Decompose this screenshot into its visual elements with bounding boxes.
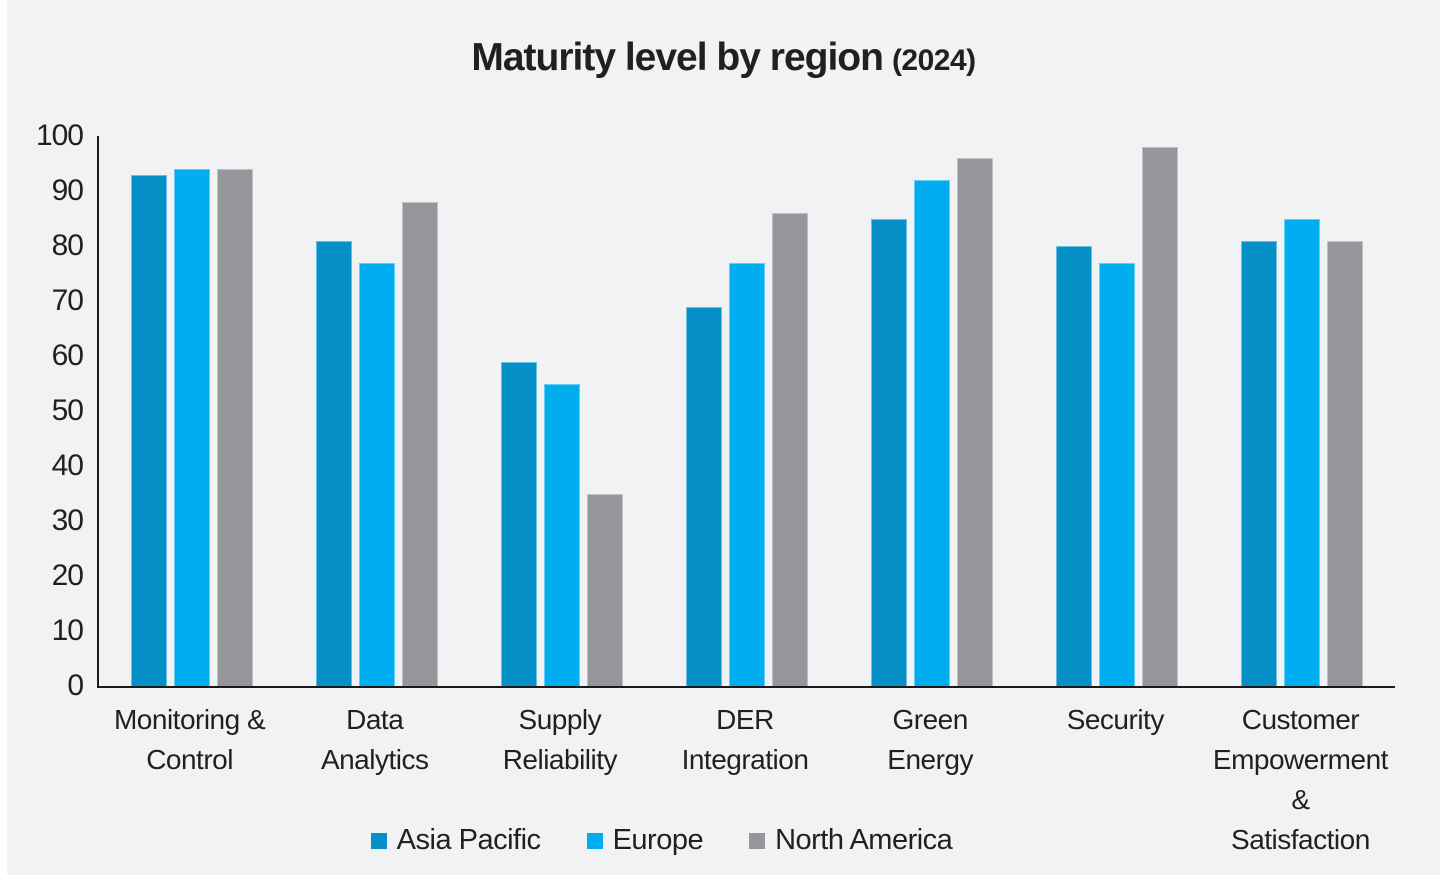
- legend: Asia Pacific Europe North America: [0, 824, 1378, 857]
- bar-north-america: [216, 169, 253, 686]
- y-tick-label: 30: [51, 504, 84, 537]
- legend-label-asia-pacific: Asia Pacific: [396, 824, 541, 856]
- bar-asia-pacific: [500, 361, 537, 686]
- bar-asia-pacific: [315, 240, 352, 686]
- y-tick-label: 10: [51, 614, 84, 647]
- y-tick-label: 90: [51, 174, 84, 207]
- chart-title-main: Maturity level by region: [471, 36, 884, 79]
- bar-group: [469, 136, 654, 686]
- bar-europe: [1284, 218, 1321, 686]
- x-category-label: Customer Empowerment & Satisfaction: [1212, 704, 1389, 855]
- chart-panel: Maturity level by region (2024) 0 10 20 30 40…: [7, 0, 1440, 875]
- bar-group: [99, 136, 284, 686]
- bar-asia-pacific: [871, 218, 908, 686]
- bar-group: [1025, 136, 1210, 686]
- y-tick-label: 60: [51, 339, 84, 372]
- legend-label-europe: Europe: [612, 824, 704, 856]
- y-axis-labels: 0 10 20 30 40 50 60 70 80 90 100: [17, 120, 84, 702]
- bar-groups: [99, 136, 1395, 686]
- y-tick-label: 50: [51, 394, 84, 427]
- bar-europe: [358, 262, 395, 686]
- bar-north-america: [771, 213, 808, 686]
- legend-item-europe: Europe: [586, 824, 704, 857]
- bar-group: [840, 136, 1025, 686]
- chart-title-year: (2024): [891, 44, 976, 77]
- y-tick-label: 20: [51, 559, 84, 592]
- bar-asia-pacific: [685, 306, 722, 686]
- bar-europe: [1099, 262, 1136, 686]
- bar-group: [1210, 136, 1395, 686]
- x-axis-labels: Monitoring & Control Data Analytics Supply…: [97, 700, 1393, 860]
- y-tick-label: 0: [67, 669, 84, 702]
- bar-north-america: [586, 493, 623, 686]
- y-tick-label: 100: [35, 119, 84, 152]
- chart-title: Maturity level by region (2024): [7, 36, 1440, 80]
- legend-swatch-europe: [586, 832, 603, 849]
- x-category-label: Supply Reliability: [502, 704, 618, 775]
- bar-europe: [728, 262, 765, 686]
- y-tick-label: 80: [51, 229, 84, 262]
- bar-europe: [173, 169, 210, 686]
- bar-group: [654, 136, 839, 686]
- bar-europe: [914, 180, 951, 686]
- bar-group: [284, 136, 469, 686]
- bar-asia-pacific: [1241, 240, 1278, 686]
- bar-asia-pacific: [1056, 246, 1093, 686]
- bar-europe: [543, 383, 580, 686]
- y-tick-label: 40: [51, 449, 84, 482]
- bar-asia-pacific: [130, 174, 167, 686]
- legend-item-asia-pacific: Asia Pacific: [370, 824, 541, 857]
- x-category-label: DER Integration: [681, 704, 809, 775]
- bar-north-america: [1142, 147, 1179, 686]
- legend-label-north-america: North America: [775, 824, 953, 856]
- bar-north-america: [957, 158, 994, 686]
- x-category-label: Data Analytics: [320, 704, 429, 775]
- y-tick-label: 70: [51, 284, 84, 317]
- x-category-label: Green Energy: [887, 704, 973, 775]
- plot-area: [97, 136, 1395, 688]
- bar-north-america: [401, 202, 438, 686]
- x-category-label: Monitoring & Control: [113, 704, 266, 775]
- legend-item-north-america: North America: [749, 824, 953, 857]
- bar-north-america: [1327, 240, 1364, 686]
- legend-swatch-north-america: [749, 832, 766, 849]
- legend-swatch-asia-pacific: [370, 832, 387, 849]
- x-category-label: Security: [1066, 704, 1165, 735]
